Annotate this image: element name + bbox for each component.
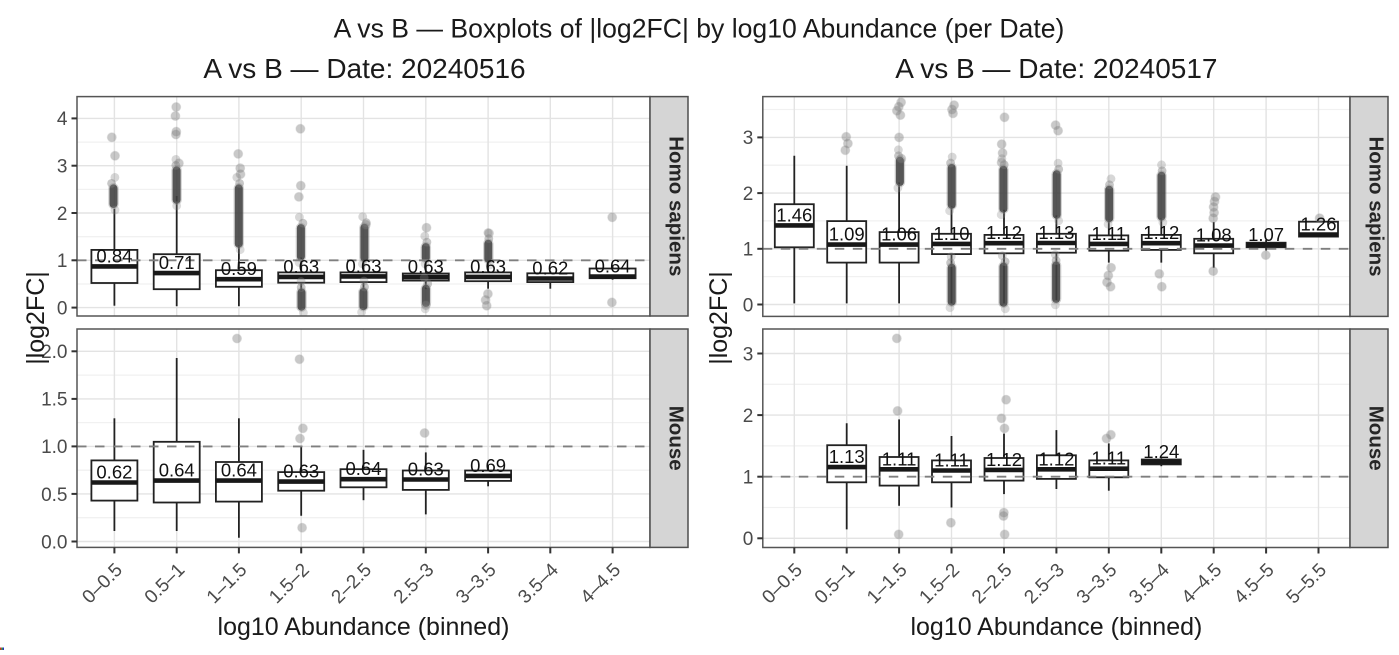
svg-text:Mouse: Mouse xyxy=(1365,406,1388,471)
svg-text:0.64: 0.64 xyxy=(595,256,631,277)
svg-text:0: 0 xyxy=(57,298,68,319)
svg-text:0.63: 0.63 xyxy=(283,461,319,482)
svg-text:log10 Abundance (binned): log10 Abundance (binned) xyxy=(218,613,510,641)
svg-text:1.07: 1.07 xyxy=(1248,224,1284,245)
svg-text:0.69: 0.69 xyxy=(470,455,506,476)
svg-text:Homo sapiens: Homo sapiens xyxy=(665,136,688,276)
svg-text:A vs B — Date: 20240517: A vs B — Date: 20240517 xyxy=(895,53,1217,84)
svg-text:1.5: 1.5 xyxy=(41,390,67,411)
svg-text:1: 1 xyxy=(743,468,754,489)
svg-text:2: 2 xyxy=(57,204,68,225)
svg-text:A vs B — Boxplots of |log2FC|: A vs B — Boxplots of |log2FC| by log10 A… xyxy=(334,14,1065,44)
svg-text:0.59: 0.59 xyxy=(221,258,257,279)
svg-text:Homo sapiens: Homo sapiens xyxy=(1365,136,1388,276)
svg-text:0.64: 0.64 xyxy=(345,458,381,479)
svg-text:3: 3 xyxy=(57,157,68,178)
svg-text:1.0: 1.0 xyxy=(41,437,67,458)
svg-text:0.63: 0.63 xyxy=(345,255,381,276)
svg-text:2: 2 xyxy=(743,184,754,205)
svg-text:1.13: 1.13 xyxy=(1038,222,1074,243)
svg-text:0.63: 0.63 xyxy=(470,256,506,277)
svg-text:0: 0 xyxy=(743,529,754,550)
svg-text:1.10: 1.10 xyxy=(933,223,969,244)
svg-text:0.62: 0.62 xyxy=(532,258,568,279)
svg-text:log10 Abundance (binned): log10 Abundance (binned) xyxy=(910,613,1202,641)
svg-text:|log2FC|: |log2FC| xyxy=(22,271,50,365)
svg-text:1.12: 1.12 xyxy=(986,449,1022,470)
svg-text:1: 1 xyxy=(57,251,68,272)
svg-text:3: 3 xyxy=(743,128,754,149)
svg-text:1.46: 1.46 xyxy=(776,204,812,225)
svg-text:0.63: 0.63 xyxy=(408,256,444,277)
svg-text:Mouse: Mouse xyxy=(665,406,688,471)
svg-text:0: 0 xyxy=(743,295,754,316)
svg-text:1.12: 1.12 xyxy=(1038,448,1074,469)
svg-text:1.11: 1.11 xyxy=(934,450,969,471)
svg-text:0.63: 0.63 xyxy=(283,256,319,277)
svg-text:2: 2 xyxy=(743,406,754,427)
svg-text:1.12: 1.12 xyxy=(1143,222,1179,243)
svg-text:0.0: 0.0 xyxy=(41,532,67,553)
svg-text:A vs B — Date: 20240516: A vs B — Date: 20240516 xyxy=(203,53,525,84)
svg-text:0.63: 0.63 xyxy=(408,459,444,480)
svg-text:0.71: 0.71 xyxy=(159,252,195,273)
svg-text:1.09: 1.09 xyxy=(829,224,865,245)
svg-text:0.64: 0.64 xyxy=(159,460,195,481)
svg-text:1.26: 1.26 xyxy=(1300,214,1336,235)
svg-text:|log2FC|: |log2FC| xyxy=(705,271,733,365)
svg-text:0.84: 0.84 xyxy=(96,245,132,266)
svg-text:1.08: 1.08 xyxy=(1196,225,1232,246)
svg-text:1.06: 1.06 xyxy=(881,224,917,245)
svg-text:3: 3 xyxy=(743,344,754,365)
svg-text:2.0: 2.0 xyxy=(41,342,67,363)
svg-text:1.11: 1.11 xyxy=(1091,448,1126,469)
svg-text:1: 1 xyxy=(743,240,754,261)
svg-text:1.11: 1.11 xyxy=(1091,223,1126,244)
svg-text:1.13: 1.13 xyxy=(829,446,865,467)
svg-text:1.12: 1.12 xyxy=(986,222,1022,243)
svg-text:1.11: 1.11 xyxy=(882,448,917,469)
svg-text:4: 4 xyxy=(57,109,68,130)
svg-text:1.24: 1.24 xyxy=(1143,441,1179,462)
svg-text:0.5: 0.5 xyxy=(41,485,67,506)
svg-text:0.64: 0.64 xyxy=(221,460,257,481)
svg-text:0.62: 0.62 xyxy=(96,462,132,483)
